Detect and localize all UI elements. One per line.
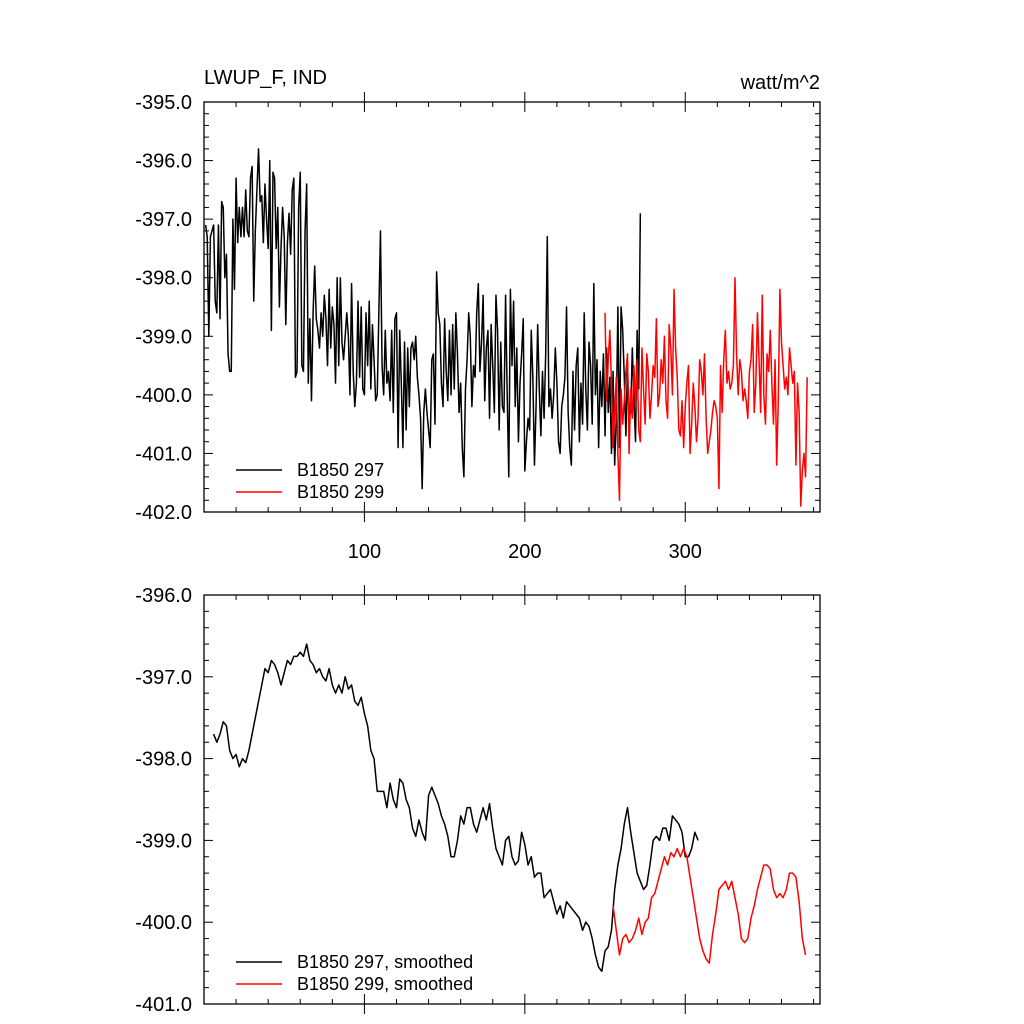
y-tick-label: -397.0 xyxy=(135,667,192,689)
y-tick-label: -398.0 xyxy=(135,749,192,771)
legend-label: B1850 297 xyxy=(297,460,384,480)
y-tick-label: -399.0 xyxy=(135,830,192,852)
x-tick-label: 300 xyxy=(669,541,702,563)
y-tick-label: -399.0 xyxy=(135,326,192,348)
legend-label: B1850 297, smoothed xyxy=(297,952,473,972)
y-tick-label: -396.0 xyxy=(135,585,192,607)
y-tick-label: -395.0 xyxy=(135,92,192,114)
y-tick-label: -402.0 xyxy=(135,502,192,524)
x-tick-label: 200 xyxy=(508,541,541,563)
y-tick-label: -401.0 xyxy=(135,994,192,1016)
y-tick-label: -400.0 xyxy=(135,385,192,407)
plot-frame xyxy=(203,594,821,1005)
y-tick-label: -398.0 xyxy=(135,268,192,290)
y-tick-label: -400.0 xyxy=(135,912,192,934)
y-tick-label: -401.0 xyxy=(135,443,192,465)
series-line-b1850-297 xyxy=(204,148,642,490)
legend-label: B1850 299, smoothed xyxy=(297,974,473,994)
x-tick-label: 100 xyxy=(348,541,381,563)
top-panel: -395.0 -396.0 -397.0 -398.0 -399.0 -400.0 -401… xyxy=(135,92,821,563)
bottom-panel: -396.0 -397.0 -398.0 -399.0 -400.0 -401.0 B185… xyxy=(135,585,821,1016)
y-tick-label: -396.0 xyxy=(135,151,192,173)
chart-title-units: watt/m^2 xyxy=(740,72,820,94)
plot-frame xyxy=(203,101,821,513)
y-tick-label: -397.0 xyxy=(135,209,192,231)
series-line-b1850-297-smoothed xyxy=(212,643,699,973)
series-line-b1850-299 xyxy=(604,276,808,507)
series-line-b1850-299-smoothed xyxy=(612,847,807,964)
legend-label: B1850 299 xyxy=(297,482,384,502)
chart-title-left: LWUP_F, IND xyxy=(204,67,327,89)
